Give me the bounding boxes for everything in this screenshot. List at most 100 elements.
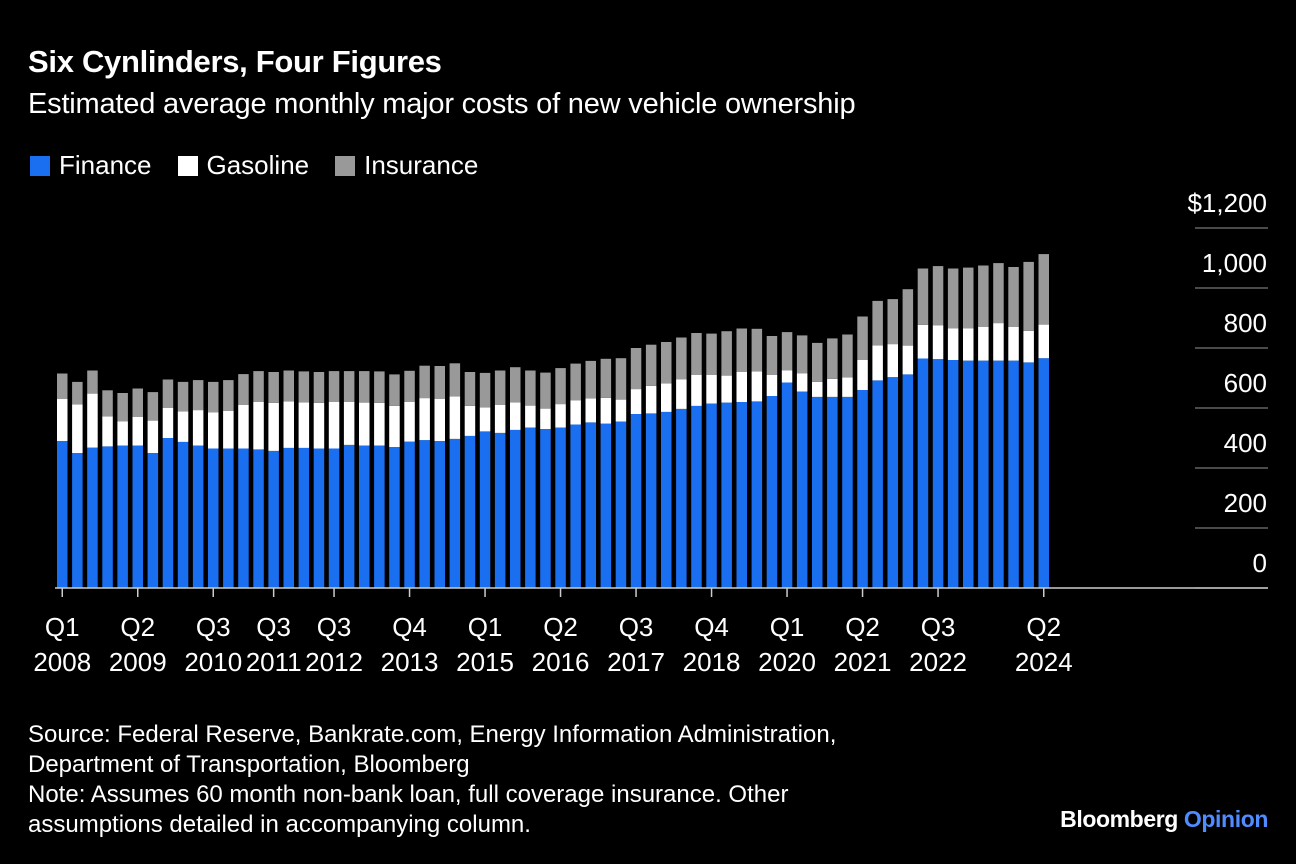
- bar-insurance: [781, 332, 793, 371]
- bar-gasoline: [525, 405, 536, 428]
- bar-insurance: [162, 379, 174, 408]
- bar-finance: [978, 360, 989, 588]
- bar-finance: [72, 453, 83, 588]
- x-tick-label-quarter: Q3: [256, 612, 291, 642]
- bar-gasoline: [434, 399, 445, 441]
- x-tick-label-year: 2012: [305, 647, 363, 677]
- x-tick-label-quarter: Q4: [694, 612, 729, 642]
- bar-finance: [192, 445, 204, 588]
- bar-finance: [630, 414, 642, 588]
- bar-insurance: [585, 360, 596, 399]
- bar-insurance: [253, 371, 264, 402]
- bar-finance: [57, 441, 68, 588]
- bar-gasoline: [374, 402, 385, 446]
- bar-insurance: [510, 367, 521, 403]
- bar-insurance: [117, 393, 128, 422]
- bar-insurance: [857, 316, 868, 360]
- bar-gasoline: [661, 383, 672, 412]
- bar-gasoline: [404, 401, 415, 442]
- bar-insurance: [57, 373, 68, 399]
- bar-insurance: [87, 370, 98, 394]
- bar-finance: [374, 445, 385, 588]
- bar-gasoline: [192, 410, 204, 446]
- bar-insurance: [1023, 261, 1034, 331]
- bar-gasoline: [208, 412, 219, 449]
- bar-gasoline: [132, 417, 143, 446]
- bar-finance: [283, 447, 294, 588]
- bar-finance: [162, 438, 174, 588]
- bar-finance: [691, 405, 702, 588]
- bar-gasoline: [298, 402, 310, 448]
- x-tick-label-year: 2009: [109, 647, 167, 677]
- bar-gasoline: [736, 372, 747, 402]
- bar-gasoline: [268, 402, 279, 451]
- bar-insurance: [419, 365, 430, 399]
- bar-gasoline: [887, 344, 898, 378]
- x-tick-label-quarter: Q2: [120, 612, 155, 642]
- bar-gasoline: [540, 408, 551, 429]
- bar-finance: [781, 382, 793, 588]
- x-tick-label-year: 2010: [184, 647, 242, 677]
- bar-finance: [313, 448, 325, 588]
- x-tick-label-year: 2017: [607, 647, 665, 677]
- bar-insurance: [479, 372, 491, 408]
- bar-insurance: [540, 372, 551, 409]
- bar-finance: [706, 403, 717, 588]
- brand-product: Opinion: [1183, 806, 1268, 832]
- bar-finance: [238, 448, 249, 588]
- bar-insurance: [132, 388, 143, 417]
- bar-insurance: [736, 328, 747, 372]
- bar-finance: [132, 445, 143, 588]
- bar-insurance: [72, 381, 83, 405]
- bar-finance: [419, 440, 430, 588]
- bar-insurance: [978, 265, 989, 327]
- bar-gasoline: [147, 420, 159, 453]
- bar-insurance: [343, 371, 355, 402]
- bar-finance: [117, 445, 128, 588]
- legend: Finance Gasoline Insurance: [30, 150, 504, 181]
- bar-gasoline: [494, 405, 506, 433]
- footer: Source: Federal Reserve, Bankrate.com, E…: [28, 720, 1028, 840]
- bar-finance: [102, 446, 113, 588]
- bar-insurance: [494, 370, 506, 405]
- bar-insurance: [298, 371, 310, 403]
- bar-gasoline: [449, 396, 461, 439]
- y-tick-label: 1,000: [1202, 248, 1267, 278]
- bar-finance: [932, 359, 944, 588]
- bar-finance: [464, 435, 476, 588]
- bar-insurance: [600, 358, 612, 398]
- bar-gasoline: [177, 411, 189, 442]
- gridlines: [1195, 227, 1268, 589]
- bar-insurance: [615, 358, 627, 400]
- bar-insurance: [328, 371, 340, 402]
- bar-gasoline: [253, 402, 264, 450]
- bar-gasoline: [419, 398, 430, 441]
- bar-gasoline: [676, 379, 687, 409]
- bar-gasoline: [117, 421, 128, 446]
- bar-gasoline: [555, 404, 566, 428]
- bar-finance: [555, 427, 566, 588]
- bar-insurance: [993, 263, 1004, 324]
- bar-insurance: [1008, 267, 1019, 327]
- bar-finance: [887, 377, 898, 588]
- bar-insurance: [192, 380, 204, 411]
- bar-finance: [615, 421, 627, 588]
- bar-insurance: [902, 289, 914, 346]
- legend-swatch-finance: [30, 155, 50, 176]
- bar-gasoline: [827, 378, 838, 397]
- bar-gasoline: [963, 328, 974, 361]
- bar-finance: [359, 445, 370, 588]
- bar-gasoline: [238, 405, 249, 449]
- bar-gasoline: [751, 371, 763, 402]
- bar-gasoline: [917, 324, 929, 359]
- bar-finance: [872, 380, 883, 588]
- bar-gasoline: [389, 405, 400, 447]
- bar-insurance: [525, 370, 536, 406]
- legend-item-gasoline: Gasoline: [177, 150, 309, 181]
- bar-finance: [147, 453, 159, 588]
- legend-item-finance: Finance: [30, 150, 152, 181]
- bar-gasoline: [1038, 324, 1049, 359]
- bar-finance: [661, 411, 672, 588]
- chart-title: Six Cynlinders, Four Figures: [28, 44, 442, 79]
